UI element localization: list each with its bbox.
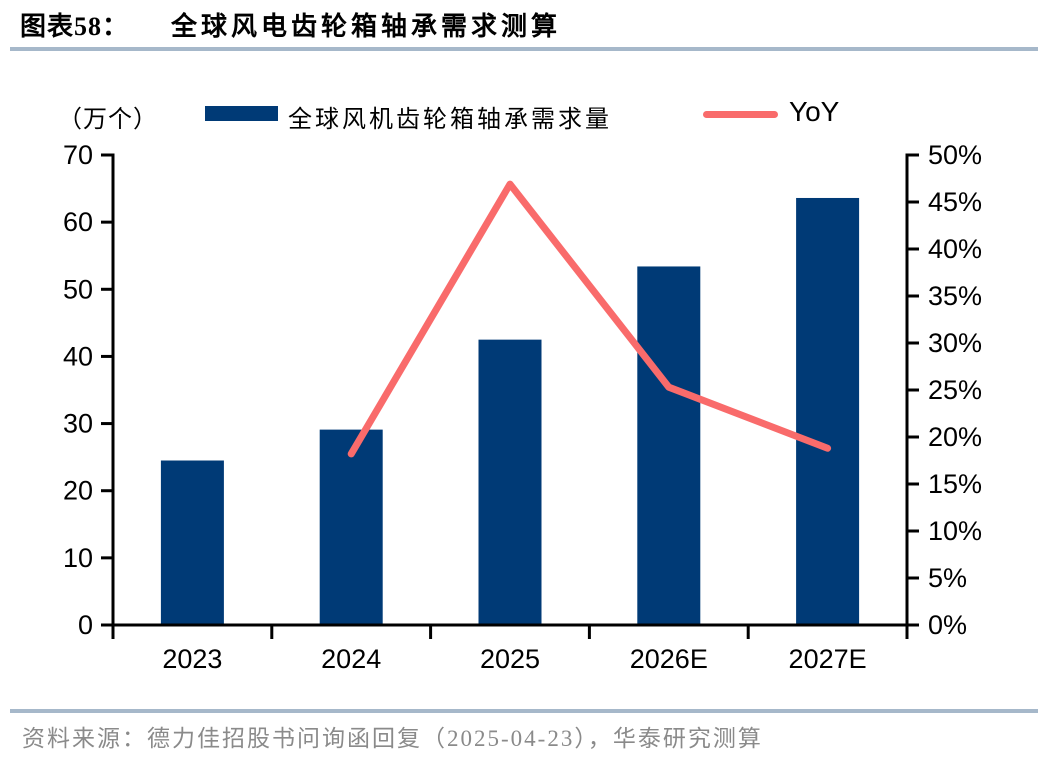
left-axis-tick-label: 50 [63, 274, 93, 304]
footer-divider [10, 709, 1038, 713]
right-axis-tick-label: 0% [928, 610, 967, 640]
x-axis-label-2025: 2025 [480, 644, 540, 674]
right-axis-tick-label: 25% [928, 375, 982, 405]
bar-2026E [637, 266, 701, 625]
right-axis-tick-label: 5% [928, 563, 967, 593]
legend-line-swatch [703, 111, 778, 118]
bar-2027E [796, 197, 860, 625]
left-axis-tick-label: 60 [63, 207, 93, 237]
right-axis-tick-label: 20% [928, 422, 982, 452]
legend-bar-swatch [205, 106, 278, 121]
right-axis-tick-label: 45% [928, 187, 982, 217]
bar-2025 [478, 339, 542, 625]
left-axis-tick-label: 40 [63, 341, 93, 371]
yoy-line [347, 180, 832, 458]
chart-title-text: 全球风电齿轮箱轴承需求测算 [171, 12, 562, 41]
legend-line-series-label: YoY [789, 96, 840, 127]
right-axis-tick-label: 35% [928, 281, 982, 311]
right-axis-tick-label: 15% [928, 469, 982, 499]
chart-number-label: 图表58： [20, 12, 130, 41]
x-axis-label-2027E: 2027E [789, 644, 867, 674]
left-axis-tick-label: 30 [63, 409, 93, 439]
x-axis-label-2026E: 2026E [630, 644, 708, 674]
x-axis-label-2024: 2024 [321, 644, 381, 674]
left-axis-tick-label: 0 [78, 610, 93, 640]
source-note: 资料来源：德力佳招股书问询函回复（2025-04-23），华泰研究测算 [22, 726, 763, 751]
right-axis-tick-label: 40% [928, 234, 982, 264]
title-divider [10, 47, 1038, 51]
left-axis-tick-label: 20 [63, 476, 93, 506]
bar-2024 [319, 429, 383, 625]
legend-bar-series-label: 全球风机齿轮箱轴承需求量 [288, 107, 612, 133]
x-axis-label-2023: 2023 [162, 644, 222, 674]
right-axis-tick-label: 50% [928, 140, 982, 170]
left-axis-unit-label: （万个） [58, 107, 158, 133]
left-axis-tick-label: 10 [63, 543, 93, 573]
right-axis-tick-label: 10% [928, 516, 982, 546]
chart-title: 图表58： 全球风电齿轮箱轴承需求测算 [20, 6, 561, 43]
bar-2023 [160, 460, 224, 625]
right-axis-tick-label: 30% [928, 328, 982, 358]
left-axis-tick-label: 70 [63, 140, 93, 170]
